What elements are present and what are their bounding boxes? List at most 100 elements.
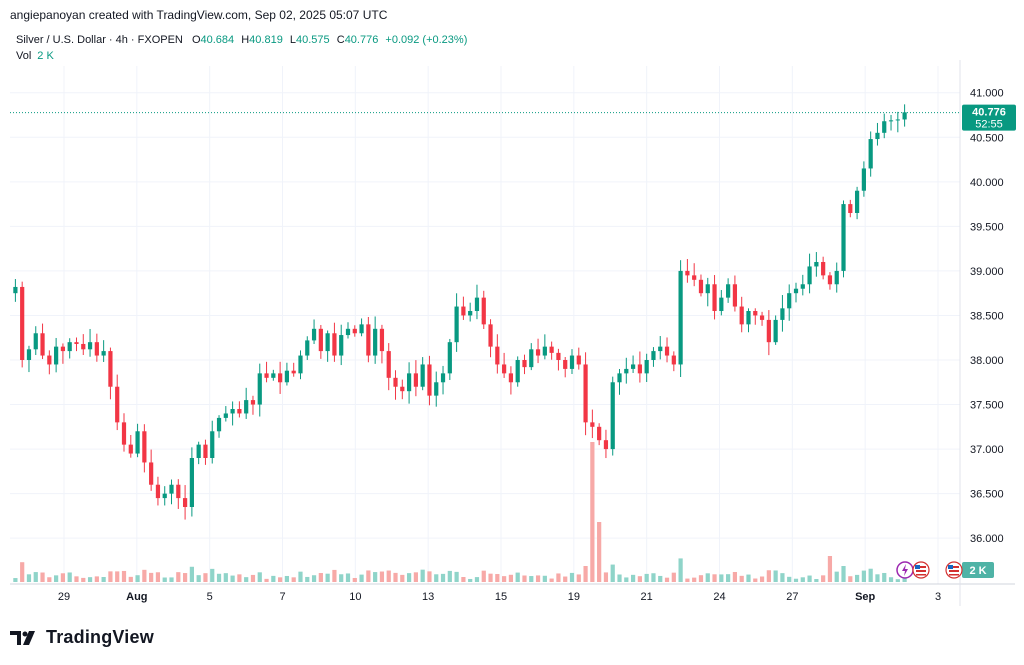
- volume-bar: [237, 574, 242, 582]
- time-tick-label: 21: [641, 591, 653, 603]
- volume-bar: [732, 571, 738, 582]
- candle-body: [54, 346, 59, 365]
- volume-bar: [332, 569, 337, 582]
- candle-body: [284, 370, 290, 383]
- candle-body: [590, 422, 595, 427]
- candle-body: [250, 400, 256, 405]
- candle-body: [189, 458, 194, 507]
- last-price-badge: 40.776 52:55: [962, 104, 1016, 131]
- candle-body: [807, 266, 812, 285]
- open-label: O: [191, 34, 201, 46]
- candle-body: [257, 373, 262, 405]
- volume-bar: [13, 578, 18, 582]
- time-tick-label: 3: [935, 591, 941, 603]
- candle-body: [468, 311, 473, 316]
- candle-body: [753, 311, 758, 316]
- close-label: C: [336, 34, 345, 46]
- volume-bar: [800, 577, 805, 582]
- price-tick-label: 40.000: [970, 177, 1004, 189]
- volume-bar: [854, 574, 860, 582]
- volume-bar: [753, 578, 758, 582]
- volume-bar: [47, 577, 52, 582]
- candle-body: [705, 284, 710, 294]
- event-markers: [896, 561, 963, 579]
- volume-bar: [474, 577, 480, 582]
- volume-bar: [535, 575, 541, 582]
- candle-body: [182, 498, 188, 507]
- candle-body: [203, 444, 208, 458]
- volume-legend: Vol 2 K: [16, 50, 54, 62]
- candle-body: [210, 431, 215, 458]
- volume-bar: [712, 574, 717, 582]
- volume-bar: [454, 571, 459, 582]
- candle-body: [244, 400, 249, 414]
- volume-bar: [671, 572, 676, 582]
- volume-bar: [549, 578, 554, 582]
- volume-bar: [787, 576, 792, 582]
- candle-body: [834, 270, 839, 285]
- candle-body: [271, 373, 276, 378]
- volume-bar: [325, 573, 330, 582]
- volume-bar: [597, 522, 602, 582]
- volume-bar: [746, 574, 751, 582]
- volume-bar: [542, 575, 547, 582]
- volume-bar: [121, 570, 127, 582]
- volume-bar: [420, 569, 425, 582]
- candle-body: [196, 444, 201, 458]
- high-label: H: [241, 34, 250, 46]
- volume-bar: [345, 573, 351, 582]
- candle-body: [40, 333, 45, 356]
- price-tick-label: 36.000: [970, 533, 1004, 545]
- candle-body: [712, 284, 717, 311]
- volume-bar: [210, 568, 215, 582]
- candle-body: [352, 328, 357, 334]
- candle-body: [115, 386, 120, 423]
- candle-body: [698, 279, 704, 294]
- volume-bar: [678, 558, 683, 582]
- volume-bar: [115, 571, 120, 582]
- volume-bar: [230, 575, 235, 582]
- candle-body: [373, 328, 378, 356]
- brand-name: TradingView: [46, 627, 154, 647]
- volume-bar: [495, 574, 500, 582]
- candle-body: [651, 351, 656, 360]
- volume-bar: [359, 574, 364, 582]
- volume-bar: [868, 568, 873, 582]
- candle-body: [630, 364, 636, 369]
- volume-bar: [440, 573, 446, 582]
- volume-bar: [60, 573, 66, 582]
- candle-body: [176, 484, 181, 499]
- candle-body: [841, 204, 846, 271]
- candle-body: [427, 364, 432, 396]
- volume-bar: [882, 572, 887, 582]
- candle-body: [406, 373, 412, 392]
- volume-bar: [692, 577, 697, 582]
- volume-bar: [203, 573, 208, 582]
- candle-body: [481, 297, 486, 325]
- volume-bar: [793, 578, 799, 582]
- candle-body: [488, 324, 493, 347]
- volume-bar: [739, 575, 744, 582]
- volume-bar: [386, 570, 391, 582]
- candle-body: [461, 306, 466, 316]
- volume-bar: [617, 574, 622, 582]
- volume-bar: [284, 575, 290, 582]
- candle-body: [685, 270, 690, 276]
- time-tick-label: 29: [58, 591, 70, 603]
- volume-bar: [726, 574, 731, 582]
- candle-body: [454, 306, 459, 343]
- volume-bar: [481, 570, 486, 582]
- volume-bar: [149, 572, 154, 582]
- volume-bar: [719, 574, 724, 582]
- volume-bar: [759, 576, 765, 582]
- candle-body: [420, 364, 425, 387]
- candle-body: [821, 262, 826, 276]
- volume-bar: [814, 579, 819, 582]
- volume-bar: [318, 573, 323, 582]
- candle-body: [13, 286, 18, 294]
- candle-body: [81, 343, 86, 350]
- volume-bar: [603, 572, 609, 582]
- candle-body: [793, 288, 799, 294]
- tradingview-brand[interactable]: TradingView: [10, 627, 154, 648]
